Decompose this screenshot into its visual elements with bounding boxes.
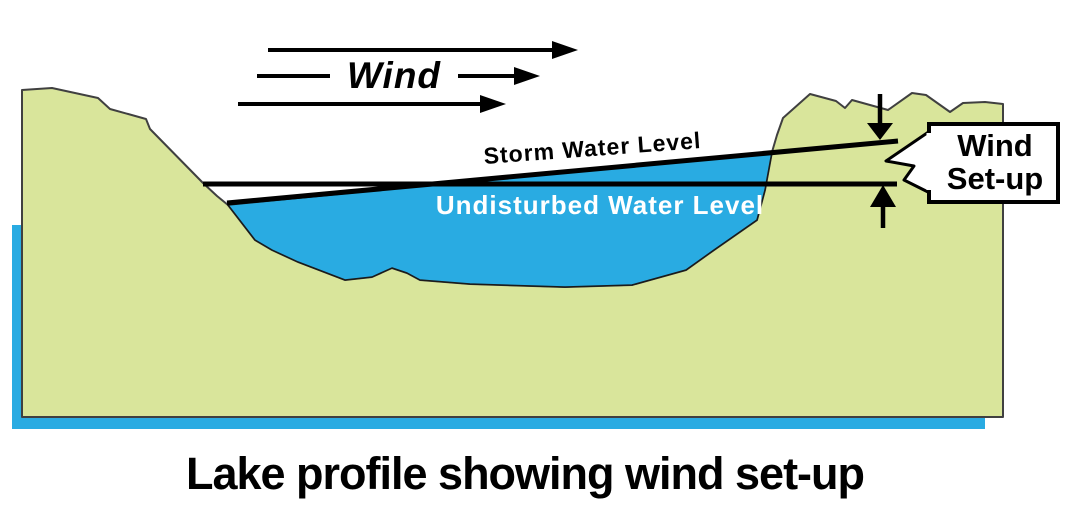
setup-dimension-arrows (867, 94, 896, 228)
arrow-up-head (870, 185, 896, 207)
wind-arrow-bottom-head (480, 95, 506, 113)
callout-box (927, 122, 1060, 204)
callout-pointer-joint (926, 133, 934, 190)
callout-label-line2: Set-up (947, 161, 1043, 196)
arrow-down-head (867, 123, 893, 140)
figure-caption: Lake profile showing wind set-up (186, 448, 864, 499)
callout-label-line1: Wind (957, 128, 1032, 163)
wind-label: Wind (347, 55, 441, 96)
wind-setup-callout: Wind Set-up (884, 122, 1060, 204)
undisturbed-water-level-label: Undisturbed Water Level (436, 190, 764, 220)
storm-water-level-line (226, 138, 899, 206)
wind-arrow-top-head (552, 41, 578, 59)
wind-arrows-icon (238, 41, 578, 113)
wind-arrow-middle-head (514, 67, 540, 85)
